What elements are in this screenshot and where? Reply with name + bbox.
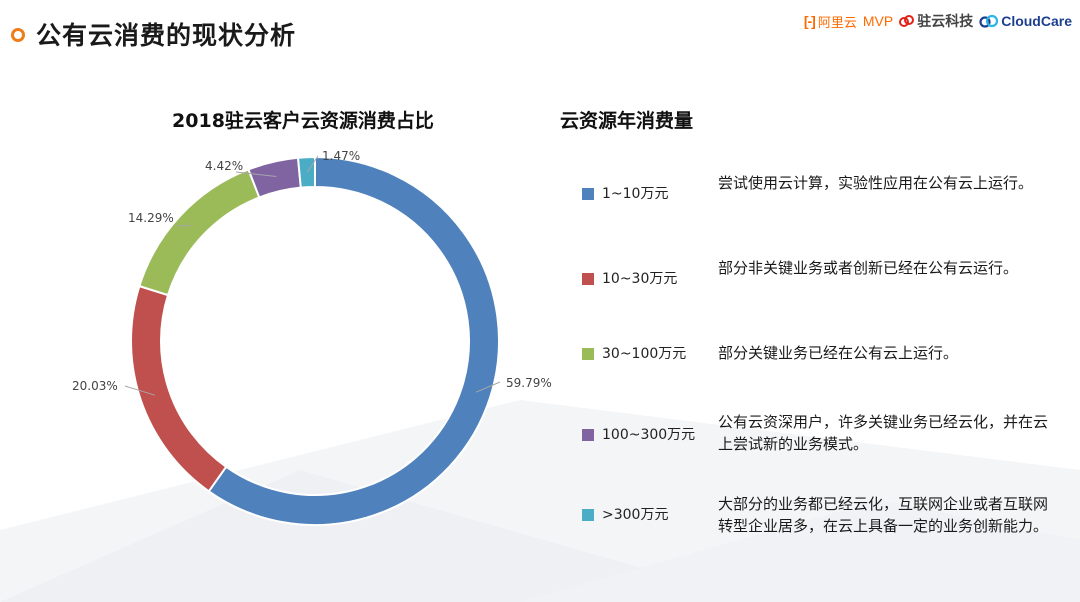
slice-value-label-1: 59.79%	[506, 376, 552, 390]
leader-line-4	[235, 171, 277, 177]
slice-value-label-4: 4.42%	[205, 159, 243, 173]
leader-line-1	[475, 381, 501, 393]
legend-swatch-5	[582, 509, 594, 521]
legend-label-4: 100~300万元	[602, 427, 696, 443]
donut-slice-5	[296, 155, 316, 189]
legend-swatch-4	[582, 429, 594, 441]
zhuyun-logo-text: 驻云科技	[917, 13, 974, 29]
donut-slice-3	[138, 168, 261, 297]
leader-line-2	[124, 385, 156, 396]
legend-label-1: 1~10万元	[602, 186, 669, 202]
leader-line-5	[306, 155, 319, 173]
aliyun-logo-text: 阿里云	[817, 14, 857, 30]
cloudcare-logo: CloudCare	[979, 13, 1072, 29]
cloudcare-logo-text: CloudCare	[1001, 13, 1072, 29]
page-title: 公有云消费的现状分析	[36, 21, 297, 50]
legend-row-2: 10~30万元 部分非关键业务或者创新已经在公有云运行。	[582, 257, 1052, 337]
title-bullet-icon	[11, 28, 25, 42]
legend-label-2: 10~30万元	[602, 271, 678, 287]
chart-title: 2018驻云客户云资源消费占比	[172, 110, 434, 132]
aliyun-mark-icon: [-]	[803, 13, 816, 29]
legend-desc-1: 尝试使用云计算，实验性应用在公有云上运行。	[718, 174, 1034, 192]
donut-slice-1	[207, 155, 500, 526]
donut-slice-2	[130, 284, 228, 493]
legend-row-1: 1~10万元 尝试使用云计算，实验性应用在公有云上运行。	[582, 172, 1052, 252]
legend-swatch-1	[582, 188, 594, 200]
legend-desc-3: 部分关键业务已经在公有云上运行。	[718, 344, 959, 362]
slice-value-label-5: 1.47%	[322, 149, 360, 163]
zhuyun-cloud-icon	[899, 15, 915, 27]
legend-desc-5: 大部分的业务都已经云化，互联网企业或者互联网转型企业居多，在云上具备一定的业务创…	[718, 495, 1049, 535]
legend-row-5: >300万元 大部分的业务都已经云化，互联网企业或者互联网转型企业居多，在云上具…	[582, 493, 1052, 573]
legend-label-5: >300万元	[602, 507, 669, 523]
legend-swatch-3	[582, 348, 594, 360]
legend-desc-4: 公有云资深用户，许多关键业务已经云化，并在云上尝试新的业务模式。	[718, 413, 1049, 453]
donut-slice-4	[247, 156, 302, 199]
cloudcare-cloud-icon	[979, 14, 999, 28]
legend-desc-2: 部分非关键业务或者创新已经在公有云运行。	[718, 259, 1019, 277]
logo-bar: [-] 阿里云 MVP 驻云科技 CloudCare	[804, 11, 1072, 31]
legend-row-3: 30~100万元 部分关键业务已经在公有云上运行。	[582, 336, 1052, 416]
zhuyun-logo: 驻云科技	[899, 11, 973, 31]
legend-row-4: 100~300万元 公有云资深用户，许多关键业务已经云化，并在云上尝试新的业务模…	[582, 411, 1052, 491]
slice-value-label-2: 20.03%	[72, 379, 118, 393]
legend-label-3: 30~100万元	[602, 346, 687, 362]
mvp-logo-text: MVP	[862, 13, 894, 29]
legend-swatch-2	[582, 273, 594, 285]
aliyun-logo: [-] 阿里云	[804, 12, 857, 31]
slice-value-label-3: 14.29%	[128, 211, 174, 225]
legend-title: 云资源年消费量	[560, 110, 694, 132]
